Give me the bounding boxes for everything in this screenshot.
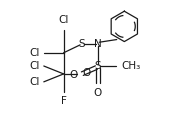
Text: Cl: Cl (30, 48, 40, 58)
Text: O: O (83, 68, 91, 78)
Text: O: O (94, 88, 102, 98)
Text: Cl: Cl (30, 77, 40, 87)
Text: F: F (61, 96, 67, 106)
Text: O: O (69, 70, 77, 80)
Text: N: N (94, 39, 102, 49)
Text: CH₃: CH₃ (121, 61, 140, 71)
Text: S: S (95, 61, 101, 71)
Text: Cl: Cl (58, 15, 69, 25)
Text: S: S (79, 39, 85, 49)
Text: Cl: Cl (30, 61, 40, 71)
